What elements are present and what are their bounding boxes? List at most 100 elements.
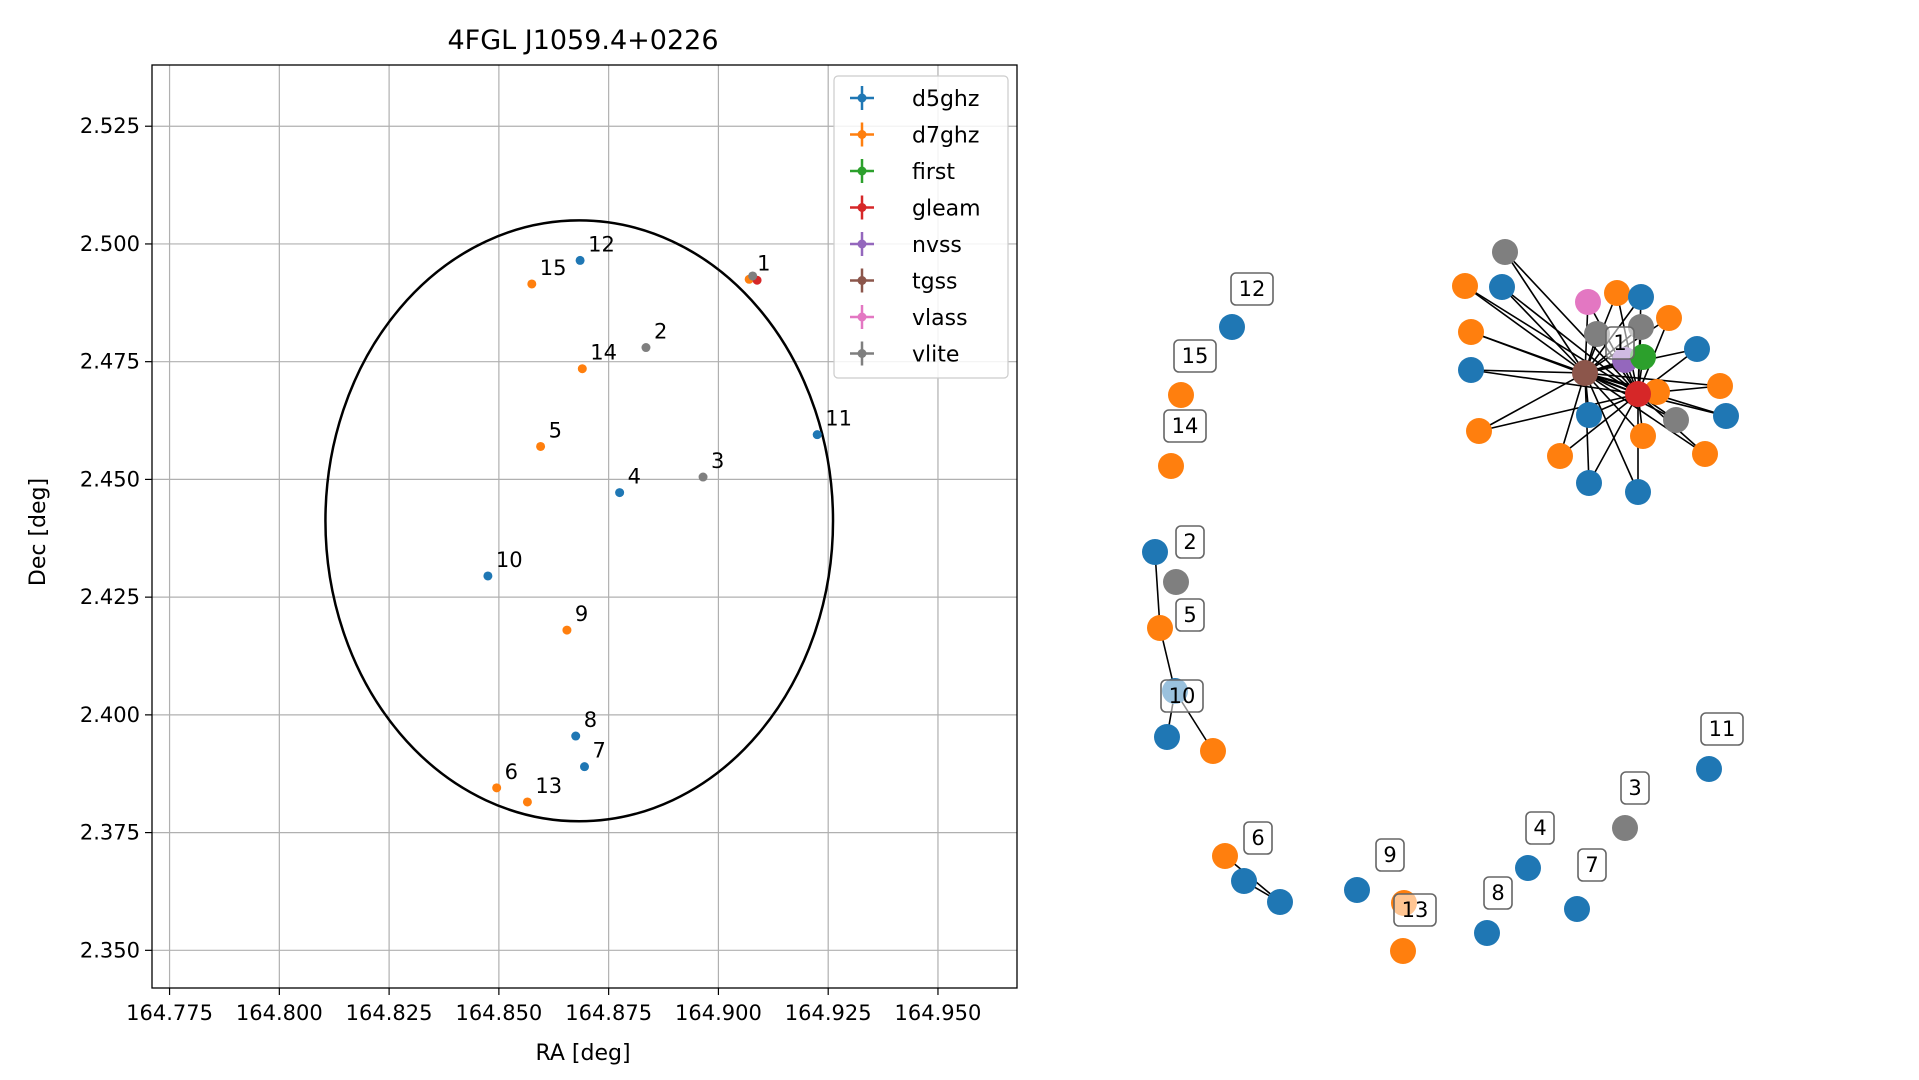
legend-label: d5ghz bbox=[912, 87, 979, 112]
graph-node-d5ghz bbox=[1489, 274, 1515, 300]
legend-entry-nvss: nvss bbox=[850, 232, 962, 258]
legend-entry-vlite: vlite bbox=[850, 341, 959, 368]
chart-title: 4FGL J1059.4+0226 bbox=[447, 25, 718, 56]
graph-node-d5ghz bbox=[1696, 756, 1722, 782]
graph-node-d7ghz bbox=[1466, 418, 1492, 444]
graph-node-first bbox=[1630, 344, 1656, 370]
x-tick-label: 164.850 bbox=[455, 1001, 542, 1025]
x-tick-label: 164.800 bbox=[236, 1001, 323, 1025]
graph-edge bbox=[1470, 369, 1586, 374]
graph-edge bbox=[1559, 372, 1586, 457]
graph-node-d5ghz bbox=[1231, 868, 1257, 894]
node-label-box bbox=[1160, 679, 1204, 713]
graph-node-d7ghz bbox=[1168, 382, 1194, 408]
graph-node-vlite bbox=[1663, 407, 1689, 433]
axes: 164.775 164.800 164.825 164.850 164.875 164.9… bbox=[80, 64, 1018, 1025]
legend-box bbox=[833, 75, 1009, 379]
point-label: 2 bbox=[654, 320, 667, 344]
graph-edge bbox=[1504, 251, 1586, 374]
node-label: 1 bbox=[1613, 331, 1626, 355]
graph-node-d5ghz bbox=[1564, 896, 1590, 922]
point-label: 6 bbox=[505, 760, 518, 784]
data-point-d7ghz bbox=[577, 364, 587, 374]
node-label-box bbox=[1483, 876, 1513, 910]
node-label: 5 bbox=[1183, 603, 1196, 627]
graph-edge bbox=[1478, 372, 1586, 432]
data-point-d7ghz bbox=[527, 279, 537, 289]
legend-entry-first: first bbox=[850, 159, 955, 185]
node-label: 15 bbox=[1182, 344, 1209, 368]
point-label: 15 bbox=[540, 256, 567, 280]
graph-node-vlite bbox=[1612, 815, 1638, 841]
legend-entry-vlass: vlass bbox=[850, 305, 968, 331]
point-label: 13 bbox=[535, 774, 562, 798]
node-label: 4 bbox=[1533, 816, 1546, 840]
graph-node-d7ghz bbox=[1158, 453, 1184, 479]
x-tick-label: 164.900 bbox=[675, 1001, 762, 1025]
node-label-box bbox=[1175, 525, 1205, 559]
legend-entry-tgss: tgss bbox=[850, 268, 958, 295]
legend-marker-dot bbox=[857, 312, 867, 322]
data-point-d5ghz bbox=[575, 255, 585, 265]
x-tick-label: 164.775 bbox=[126, 1001, 213, 1025]
x-tick-label: 164.925 bbox=[785, 1001, 872, 1025]
graph-node-d7ghz bbox=[1147, 615, 1173, 641]
y-tick-label: 2.425 bbox=[80, 585, 140, 609]
data-point-d5ghz bbox=[571, 731, 581, 741]
network-graph: 1 12 15 14 2 5 10 6 9 13 8 4 7 3 11 bbox=[1142, 239, 1744, 964]
node-label: 10 bbox=[1169, 684, 1196, 708]
y-axis-title: Dec [deg] bbox=[26, 478, 51, 586]
x-tick-label: 164.950 bbox=[895, 1001, 982, 1025]
node-label: 6 bbox=[1251, 826, 1264, 850]
node-label: 13 bbox=[1402, 898, 1429, 922]
graph-node-d5ghz bbox=[1628, 284, 1654, 310]
node-label-box bbox=[1620, 771, 1650, 805]
point-label: 11 bbox=[825, 407, 852, 431]
data-point-d5ghz bbox=[483, 571, 493, 581]
graph-node-d7ghz bbox=[1390, 938, 1416, 964]
graph-edge bbox=[1584, 372, 1590, 484]
graph-node-d5ghz bbox=[1713, 403, 1739, 429]
y-tick-label: 2.400 bbox=[80, 703, 140, 727]
node-label: 3 bbox=[1628, 776, 1641, 800]
node-label: 7 bbox=[1585, 853, 1598, 877]
legend-marker-dot bbox=[857, 276, 867, 285]
graph-node-d7ghz bbox=[1692, 441, 1718, 467]
point-label: 7 bbox=[593, 739, 606, 763]
graph-node-tgss bbox=[1572, 360, 1598, 386]
data-point-d7ghz bbox=[562, 625, 572, 635]
node-label-box bbox=[1577, 848, 1607, 882]
graph-node-d5ghz bbox=[1267, 889, 1293, 915]
y-tick-label: 2.525 bbox=[80, 114, 140, 138]
point-label: 12 bbox=[588, 232, 615, 256]
graph-node-d5ghz bbox=[1142, 539, 1168, 565]
point-label: 5 bbox=[549, 418, 562, 442]
node-label-box bbox=[1243, 821, 1273, 855]
legend-label: gleam bbox=[912, 197, 981, 222]
legend-marker-dot bbox=[857, 203, 867, 212]
graph-node-d7ghz bbox=[1458, 319, 1484, 345]
y-tick-label: 2.375 bbox=[80, 821, 140, 845]
node-label-box bbox=[1375, 838, 1405, 872]
graph-nodes bbox=[1142, 239, 1739, 964]
legend-label: d7ghz bbox=[912, 124, 979, 149]
data-point-d7ghz bbox=[536, 441, 546, 451]
graph-edge bbox=[1478, 393, 1639, 432]
graph-node-d5ghz bbox=[1576, 470, 1602, 496]
legend-entry-gleam: gleam bbox=[850, 195, 981, 222]
x-axis-title: RA [deg] bbox=[535, 1041, 630, 1066]
y-tick-label: 2.500 bbox=[80, 232, 140, 256]
graph-node-labels: 1 12 15 14 2 5 10 6 9 13 8 4 7 3 11 bbox=[1160, 272, 1744, 927]
node-label-box bbox=[1175, 598, 1205, 632]
error-ellipse bbox=[324, 219, 835, 823]
data-point-vlite bbox=[748, 271, 758, 281]
graph-node-d7ghz bbox=[1604, 280, 1630, 306]
legend-label: vlass bbox=[912, 306, 968, 331]
legend-entry-d7ghz: d7ghz bbox=[850, 122, 979, 149]
data-point-d5ghz bbox=[615, 488, 625, 498]
data-point-vlite bbox=[698, 472, 708, 482]
legend-marker-dot bbox=[857, 130, 867, 139]
data-point-d5ghz bbox=[580, 762, 589, 772]
graph-node-d7ghz bbox=[1630, 423, 1656, 449]
